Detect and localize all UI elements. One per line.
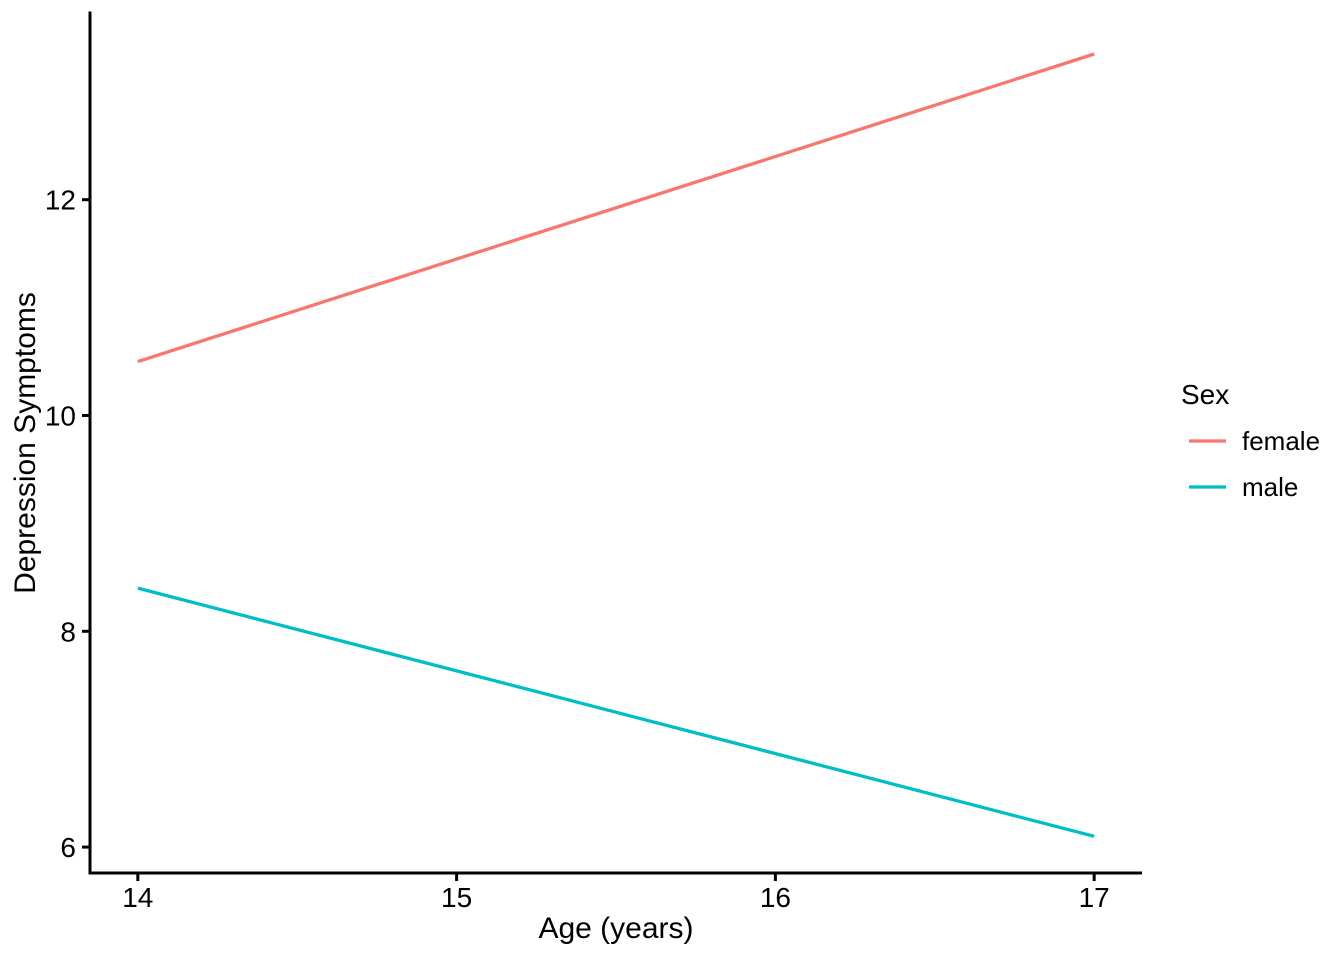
y-tick-label: 6	[60, 832, 76, 863]
x-tick-label: 14	[122, 882, 153, 913]
series-line-female	[137, 52, 1095, 364]
x-axis-title: Age (years)	[538, 912, 693, 945]
y-tick-label: 12	[45, 185, 76, 216]
legend-label-female: female	[1242, 426, 1320, 456]
legend-title: Sex	[1181, 379, 1229, 410]
series-line-male	[137, 586, 1095, 838]
y-tick-label: 10	[45, 400, 76, 431]
plot-panel: 6 8 10 12 14 15 16 17	[45, 11, 1226, 913]
x-tick-label: 15	[441, 882, 472, 913]
y-axis-title: Depression Symptoms	[9, 292, 42, 594]
y-tick-label: 8	[60, 616, 76, 647]
x-tick-label: 17	[1079, 882, 1110, 913]
x-tick-label: 16	[760, 882, 791, 913]
legend-label-male: male	[1242, 472, 1298, 502]
axis-lines	[88, 11, 1142, 875]
